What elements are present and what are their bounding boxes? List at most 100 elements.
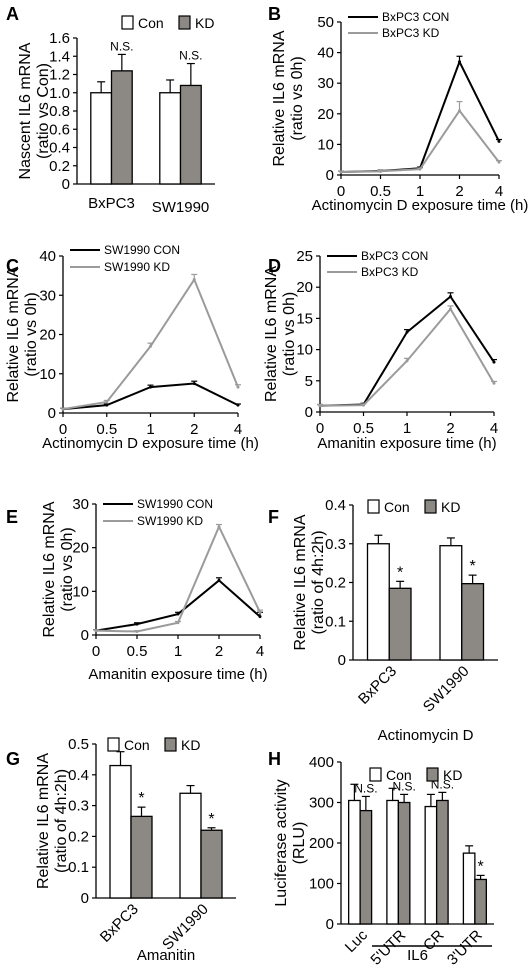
y-tick-label: 0.1 bbox=[68, 859, 89, 876]
series-line bbox=[340, 109, 500, 173]
data-point bbox=[258, 615, 262, 619]
y-axis-label-line: Relative IL6 mRNA bbox=[263, 266, 280, 402]
x-tick-label: 1 bbox=[174, 643, 182, 660]
x-tick-label: 2 bbox=[446, 420, 454, 437]
y-tick-label: 0 bbox=[81, 890, 89, 907]
data-point bbox=[176, 612, 180, 616]
legend-swatch bbox=[424, 499, 437, 514]
x-axis-label: Amanitin bbox=[137, 947, 195, 964]
x-tick-label: 1 bbox=[416, 183, 424, 200]
data-point bbox=[94, 629, 98, 633]
x-tick-label: BxPC3 bbox=[88, 195, 135, 212]
x-tick-label: 0.5 bbox=[353, 420, 374, 437]
data-point bbox=[258, 610, 262, 614]
legend-label: SW1990 CON bbox=[137, 497, 213, 511]
data-point bbox=[405, 330, 409, 334]
significance-label: * bbox=[208, 811, 214, 828]
bar bbox=[347, 799, 361, 925]
x-tick-label: BxPC3 bbox=[97, 901, 142, 946]
x-tick-label: BxPC3 bbox=[355, 663, 400, 708]
legend-swatch bbox=[367, 499, 380, 514]
data-point bbox=[449, 307, 452, 311]
y-axis-label: Luciferase activity(RLU) bbox=[273, 779, 308, 906]
y-axis-label: Relative IL6 mRNA(ratio vs 0h) bbox=[263, 266, 298, 402]
x-tick-label: Luc bbox=[342, 926, 371, 955]
y-tick-label: 0.3 bbox=[68, 798, 89, 815]
data-point bbox=[379, 169, 382, 173]
bar bbox=[386, 799, 400, 925]
x-tick-label: 2 bbox=[215, 643, 223, 660]
x-tick-label: 4 bbox=[495, 183, 503, 200]
data-point bbox=[497, 160, 501, 164]
x-tick-label: 0 bbox=[316, 420, 324, 437]
data-point bbox=[318, 404, 322, 408]
significance-label: * bbox=[397, 564, 403, 581]
y-tick-label: 0 bbox=[338, 652, 346, 669]
data-point bbox=[405, 359, 409, 363]
bar bbox=[179, 84, 202, 185]
y-tick-label: 0 bbox=[48, 405, 56, 422]
x-tick-label: 2 bbox=[190, 421, 198, 438]
data-point bbox=[105, 400, 109, 404]
panel-letter: D bbox=[268, 256, 281, 276]
x-tick-label: 3'UTR bbox=[444, 927, 486, 968]
y-axis-label-line: (ratio vs 0h) bbox=[289, 56, 306, 140]
data-point bbox=[135, 622, 139, 626]
data-point bbox=[418, 167, 422, 171]
significance-label: * bbox=[477, 858, 483, 875]
y-tick-label: 25 bbox=[296, 248, 313, 265]
x-axis-label: Actinomycin D exposure time (h) bbox=[42, 435, 259, 452]
data-point bbox=[217, 525, 221, 529]
legend-label: KD bbox=[443, 767, 462, 783]
bar bbox=[366, 543, 390, 661]
bar bbox=[109, 764, 132, 899]
panel-letter: G bbox=[6, 749, 20, 769]
legend-label: Con bbox=[138, 15, 164, 31]
y-tick-label: 10 bbox=[72, 583, 89, 600]
x-tick-label: 0 bbox=[337, 183, 345, 200]
series-line bbox=[340, 59, 500, 173]
y-axis-label-line: Relative IL6 mRNA bbox=[5, 266, 22, 402]
bar bbox=[130, 815, 153, 899]
bar bbox=[397, 801, 411, 925]
data-point bbox=[217, 578, 221, 582]
y-axis-label-line: Relative IL6 mRNA bbox=[271, 30, 288, 166]
panel-letter: C bbox=[6, 256, 19, 276]
legend-label: Con bbox=[384, 499, 410, 515]
y-axis-label: Relative IL6 mRNA(ratio of 4h:2h) bbox=[35, 753, 70, 889]
x-tick-label: 4 bbox=[490, 420, 498, 437]
legend-swatch bbox=[164, 737, 177, 752]
y-axis-label-line: (RLU) bbox=[291, 822, 308, 865]
y-tick-label: 10 bbox=[317, 136, 334, 153]
y-tick-label: 15 bbox=[296, 310, 313, 327]
y-tick-label: 40 bbox=[39, 248, 56, 265]
panel-letter: F bbox=[268, 507, 279, 527]
y-axis-label-line: (ratio vs 0h) bbox=[23, 292, 40, 376]
y-tick-label: 0 bbox=[62, 176, 70, 193]
legend-swatch bbox=[426, 767, 439, 782]
y-tick-label: 0 bbox=[81, 627, 89, 644]
bar bbox=[159, 92, 182, 185]
y-axis-label-line: Relative IL6 mRNA bbox=[41, 501, 58, 637]
significance-label: N.S. bbox=[110, 39, 133, 53]
y-tick-label: 20 bbox=[72, 540, 89, 557]
y-axis-label: Relative IL6 mRNA(ratio vs 0h) bbox=[5, 266, 40, 402]
legend-label: KD bbox=[195, 15, 214, 31]
panel-letter: H bbox=[268, 749, 281, 769]
series-line bbox=[319, 295, 495, 407]
x-axis-label: IL6 bbox=[407, 947, 428, 964]
y-tick-label: 0.8 bbox=[49, 103, 70, 120]
x-tick-label: 0.5 bbox=[370, 183, 391, 200]
y-tick-label: 0.2 bbox=[49, 158, 70, 175]
data-point bbox=[192, 382, 196, 386]
bar bbox=[435, 799, 449, 925]
data-point bbox=[61, 407, 65, 411]
y-tick-label: 1.6 bbox=[49, 30, 70, 47]
x-tick-label: 2 bbox=[455, 183, 463, 200]
y-tick-label: 20 bbox=[317, 106, 334, 123]
